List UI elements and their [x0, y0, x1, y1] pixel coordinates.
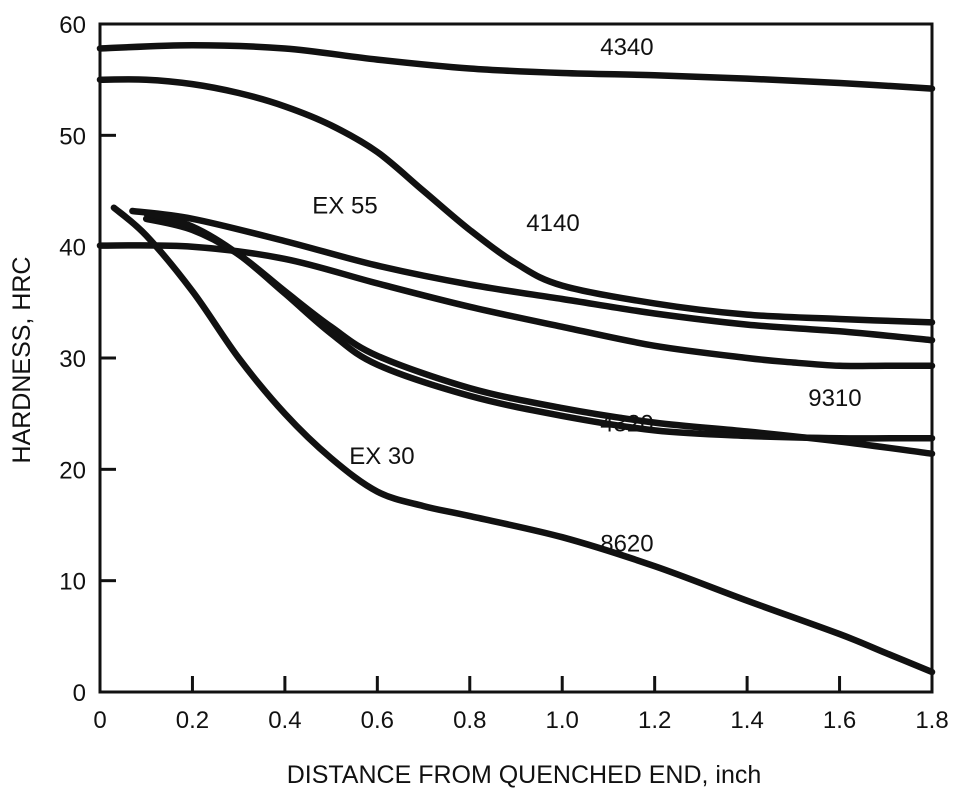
x-tick-label: 0.8	[453, 707, 486, 734]
series-label-8620: 8620	[600, 531, 653, 558]
x-tick-label: 1.8	[915, 707, 948, 734]
y-axis-label: HARDNESS, HRC	[8, 257, 36, 464]
y-tick-label: 30	[59, 346, 86, 373]
y-tick-label: 50	[59, 123, 86, 150]
series-label-group: 4340 4140 EX 55 9310 4320 EX 30 8620	[312, 34, 861, 558]
tick-group: 0 0.2 0.4 0.6 0.8 1.0 1.2 1.4 1.6 1.8 0 10 20 30 40 50 6…	[59, 12, 948, 734]
series-line-8620	[110, 204, 936, 676]
y-tick-label: 60	[59, 12, 86, 39]
x-tick-label: 0	[93, 707, 106, 734]
y-tick-label: 10	[59, 569, 86, 596]
series-line-ex-55	[129, 207, 936, 344]
series-label-ex-30: EX 30	[349, 443, 414, 470]
series-line-ex-30	[142, 210, 936, 442]
x-tick-label: 1.0	[546, 707, 579, 734]
y-tick-label: 40	[59, 235, 86, 262]
x-axis-label: DISTANCE FROM QUENCHED END, inch	[287, 761, 762, 789]
series-label-4320: 4320	[600, 410, 653, 437]
series-label-4140: 4140	[526, 210, 579, 237]
series-label-4340: 4340	[600, 34, 653, 61]
x-tick-label: 0.6	[361, 707, 394, 734]
series-label-ex-55: EX 55	[312, 192, 377, 219]
series-label-9310: 9310	[808, 385, 861, 412]
x-tick-label: 1.4	[730, 707, 763, 734]
series-group	[96, 41, 936, 676]
x-tick-label: 1.6	[823, 707, 856, 734]
y-tick-label: 20	[59, 457, 86, 484]
x-tick-label: 1.2	[638, 707, 671, 734]
plot-frame	[98, 22, 934, 694]
y-tick-label: 0	[73, 680, 86, 707]
x-tick-label: 0.4	[268, 707, 301, 734]
series-line-4140	[96, 76, 936, 326]
series-line-4340	[96, 41, 936, 92]
series-line-9310	[96, 242, 936, 370]
x-tick-label: 0.2	[176, 707, 209, 734]
